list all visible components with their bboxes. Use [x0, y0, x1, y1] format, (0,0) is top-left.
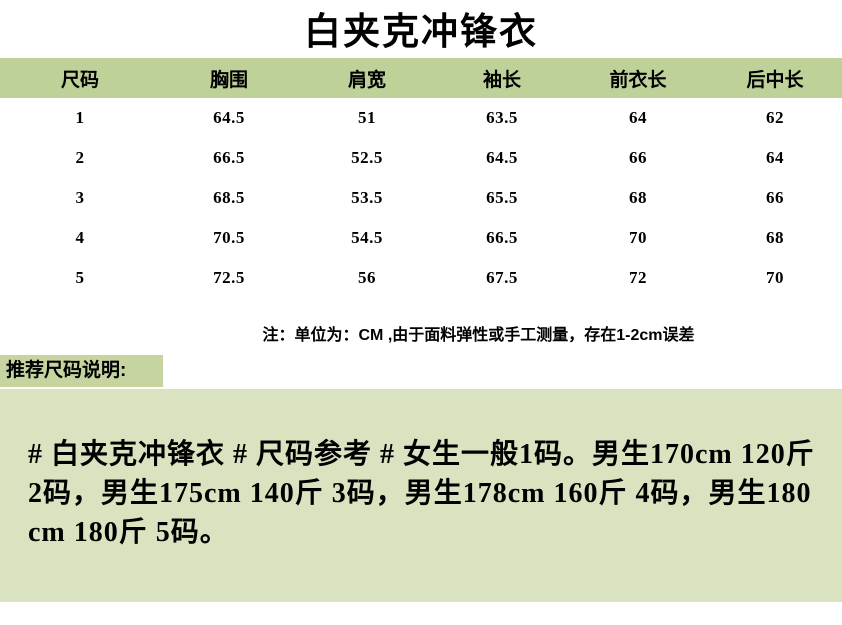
cell-front-length: 68 [629, 188, 647, 207]
cell-sleeve: 66.5 [486, 228, 518, 247]
recommendation-box: # 白夹克冲锋衣 # 尺码参考 # 女生一般1码。男生170cm 120斤 2码… [0, 389, 842, 602]
cell-back-length: 68 [766, 228, 784, 247]
recommendation-label: 推荐尺码说明: [0, 355, 163, 387]
recommendation-text: # 白夹克冲锋衣 # 尺码参考 # 女生一般1码。男生170cm 120斤 2码… [28, 439, 815, 548]
cell-shoulder: 51 [358, 108, 376, 127]
table-row: 4 70.5 54.5 66.5 70 68 [0, 218, 842, 258]
cell-sleeve: 67.5 [486, 268, 518, 287]
cell-back-length: 70 [766, 268, 784, 287]
cell-front-length: 72 [629, 268, 647, 287]
table-row: 2 66.5 52.5 64.5 66 64 [0, 138, 842, 178]
table-row: 1 64.5 51 63.5 64 62 [0, 98, 842, 138]
cell-sleeve: 63.5 [486, 108, 518, 127]
cell-size: 4 [75, 228, 85, 247]
cell-back-length: 66 [766, 188, 784, 207]
column-header-chest: 胸围 [209, 69, 248, 91]
cell-back-length: 64 [766, 148, 784, 167]
cell-chest: 68.5 [213, 188, 245, 207]
column-header-shoulder: 肩宽 [347, 69, 386, 91]
table-row: 3 68.5 53.5 65.5 68 66 [0, 178, 842, 218]
size-table-header-row: 尺码 胸围 肩宽 袖长 前衣长 后中长 [0, 58, 842, 98]
cell-shoulder: 53.5 [351, 188, 383, 207]
cell-shoulder: 56 [358, 268, 376, 287]
column-header-back-length: 后中长 [746, 69, 804, 91]
cell-front-length: 66 [629, 148, 647, 167]
cell-size: 5 [75, 268, 85, 287]
cell-front-length: 64 [629, 108, 647, 127]
cell-back-length: 62 [766, 108, 784, 127]
cell-size: 3 [75, 188, 85, 207]
unit-note: 注：单位为：CM ,由于面料弹性或手工测量，存在1-2cm误差 [262, 327, 695, 344]
cell-shoulder: 54.5 [351, 228, 383, 247]
cell-front-length: 70 [629, 228, 647, 247]
column-header-sleeve: 袖长 [482, 69, 521, 91]
cell-chest: 70.5 [213, 228, 245, 247]
page-title: 白夹克冲锋衣 [304, 12, 538, 53]
size-table: 尺码 胸围 肩宽 袖长 前衣长 后中长 1 64.5 51 63.5 64 62… [0, 58, 842, 298]
cell-chest: 66.5 [213, 148, 245, 167]
cell-size: 2 [75, 148, 85, 167]
cell-chest: 64.5 [213, 108, 245, 127]
cell-sleeve: 64.5 [486, 148, 518, 167]
column-header-front-length: 前衣长 [609, 69, 667, 91]
cell-shoulder: 52.5 [351, 148, 383, 167]
cell-sleeve: 65.5 [486, 188, 518, 207]
table-row: 5 72.5 56 67.5 72 70 [0, 258, 842, 298]
cell-chest: 72.5 [213, 268, 245, 287]
cell-size: 1 [75, 108, 85, 127]
column-header-size: 尺码 [60, 69, 99, 91]
